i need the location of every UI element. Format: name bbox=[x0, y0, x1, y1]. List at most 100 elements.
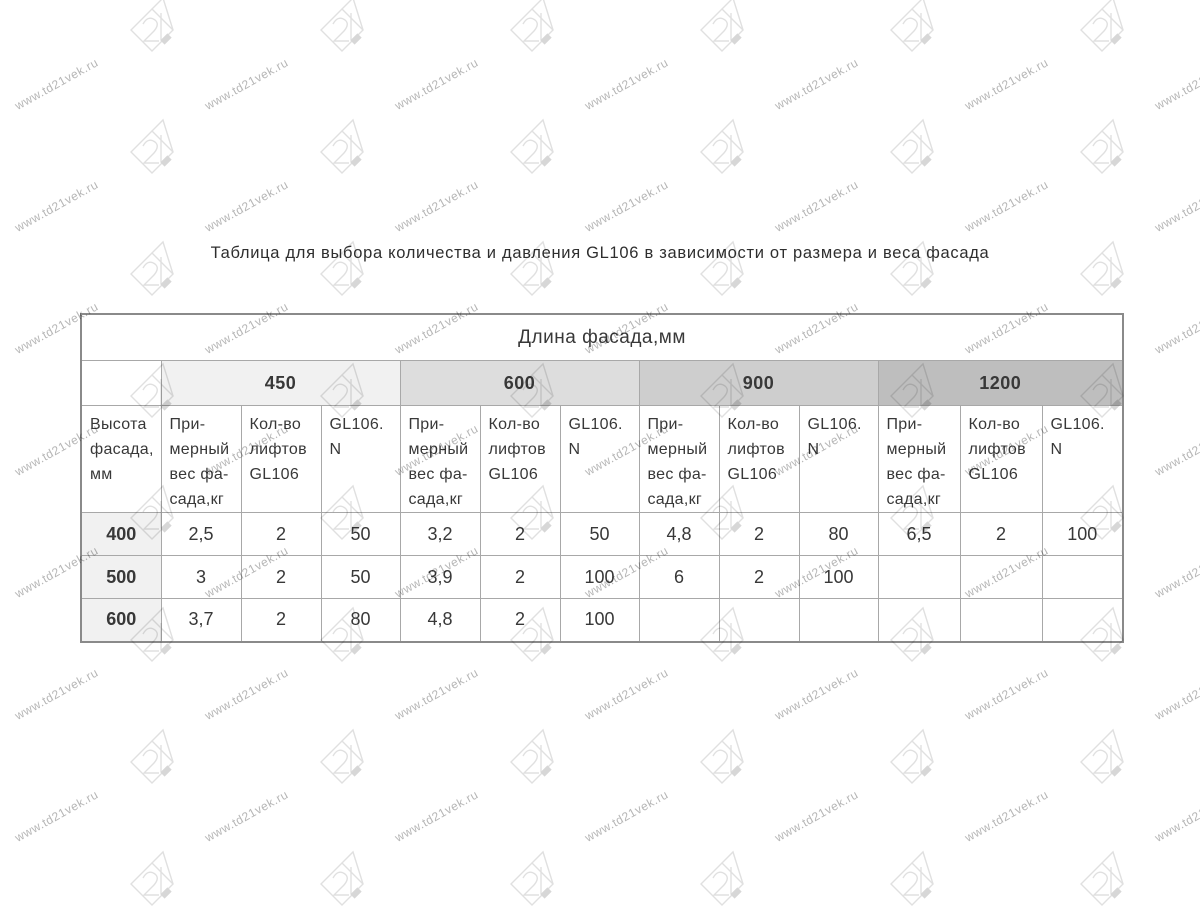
td21vek-logo-icon bbox=[510, 118, 554, 174]
watermark-logo bbox=[314, 850, 370, 923]
sub-header-n: GL106. N bbox=[1041, 405, 1124, 513]
sub-header-n: GL106. N bbox=[320, 405, 401, 513]
sub-header-n: GL106. N bbox=[798, 405, 879, 513]
td21vek-logo-icon bbox=[700, 118, 744, 174]
watermark-logo bbox=[504, 118, 560, 191]
data-cell bbox=[877, 598, 961, 642]
watermark-text: www.td21vek.ru bbox=[392, 55, 482, 113]
data-row-600: 600 3,7 2 80 4,8 2 100 bbox=[80, 598, 1124, 642]
data-cell: 2 bbox=[718, 555, 800, 599]
data-cell: 100 bbox=[559, 555, 640, 599]
td21vek-logo-icon bbox=[890, 118, 934, 174]
watermark-logo bbox=[884, 728, 940, 801]
data-cell bbox=[877, 555, 961, 599]
watermark-logo bbox=[1074, 728, 1130, 801]
data-cell bbox=[638, 598, 720, 642]
watermark-text: www.td21vek.ru bbox=[12, 665, 102, 723]
sub-header-qty: Кол-во лифтов GL106 bbox=[240, 405, 322, 513]
data-row-500: 500 3 2 50 3,9 2 100 6 2 100 bbox=[80, 555, 1124, 599]
watermark-text: www.td21vek.ru bbox=[772, 787, 862, 845]
corner-cell bbox=[80, 360, 162, 406]
watermark-text: www.td21vek.ru bbox=[772, 55, 862, 113]
watermark-text: www.td21vek.ru bbox=[202, 665, 292, 723]
watermark-logo bbox=[124, 118, 180, 191]
watermark-text: www.td21vek.ru bbox=[582, 787, 672, 845]
watermark-logo bbox=[314, 728, 370, 801]
watermark-text: www.td21vek.ru bbox=[772, 665, 862, 723]
watermark-text: www.td21vek.ru bbox=[202, 787, 292, 845]
data-cell: 2 bbox=[479, 555, 561, 599]
data-cell: 2 bbox=[240, 512, 322, 556]
watermark-text: www.td21vek.ru bbox=[1152, 299, 1200, 357]
watermark-logo bbox=[504, 0, 560, 69]
span-header-row: Длина фасада,мм bbox=[80, 313, 1124, 361]
data-cell: 50 bbox=[320, 512, 401, 556]
td21vek-logo-icon bbox=[510, 850, 554, 906]
watermark-text: www.td21vek.ru bbox=[202, 55, 292, 113]
watermark-text: www.td21vek.ru bbox=[1152, 543, 1200, 601]
data-cell: 6 bbox=[638, 555, 720, 599]
watermark-logo bbox=[1074, 850, 1130, 923]
data-cell bbox=[1041, 555, 1124, 599]
data-cell: 2 bbox=[959, 512, 1043, 556]
data-cell bbox=[959, 555, 1043, 599]
watermark-logo bbox=[124, 0, 180, 69]
data-cell: 3 bbox=[160, 555, 242, 599]
span-header-cell: Длина фасада,мм bbox=[80, 313, 1124, 361]
group-header-row: 450 600 900 1200 bbox=[80, 360, 1124, 406]
group-header-450: 450 bbox=[160, 360, 401, 406]
watermark-text: www.td21vek.ru bbox=[582, 55, 672, 113]
sub-header-row: Высота фасада, мм При- мерный вес фа- са… bbox=[80, 405, 1124, 513]
data-row-400: 400 2,5 2 50 3,2 2 50 4,8 2 80 6,5 2 100 bbox=[80, 512, 1124, 556]
td21vek-logo-icon bbox=[700, 728, 744, 784]
sub-header-weight: При- мерный вес фа- сада,кг bbox=[638, 405, 720, 513]
td21vek-logo-icon bbox=[1080, 850, 1124, 906]
sub-header-weight: При- мерный вес фа- сада,кг bbox=[160, 405, 242, 513]
td21vek-logo-icon bbox=[130, 0, 174, 52]
data-cell bbox=[718, 598, 800, 642]
td21vek-logo-icon bbox=[510, 0, 554, 52]
group-header-1200: 1200 bbox=[877, 360, 1124, 406]
watermark-logo bbox=[504, 850, 560, 923]
watermark-text: www.td21vek.ru bbox=[582, 177, 672, 235]
td21vek-logo-icon bbox=[130, 850, 174, 906]
watermark-text: www.td21vek.ru bbox=[962, 177, 1052, 235]
data-cell: 6,5 bbox=[877, 512, 961, 556]
sub-header-qty: Кол-во лифтов GL106 bbox=[479, 405, 561, 513]
data-cell: 2 bbox=[479, 598, 561, 642]
group-header-900: 900 bbox=[638, 360, 879, 406]
watermark-logo bbox=[124, 850, 180, 923]
data-cell: 4,8 bbox=[638, 512, 720, 556]
watermark-text: www.td21vek.ru bbox=[1152, 177, 1200, 235]
td21vek-logo-icon bbox=[130, 728, 174, 784]
data-cell bbox=[959, 598, 1043, 642]
watermark-text: www.td21vek.ru bbox=[1152, 55, 1200, 113]
watermark-logo bbox=[694, 850, 750, 923]
row-header-cell: 400 bbox=[80, 512, 162, 556]
sub-header-n: GL106. N bbox=[559, 405, 640, 513]
td21vek-logo-icon bbox=[510, 728, 554, 784]
page-title: Таблица для выбора количества и давления… bbox=[210, 244, 990, 262]
td21vek-logo-icon bbox=[700, 850, 744, 906]
watermark-logo bbox=[1074, 0, 1130, 69]
data-cell: 100 bbox=[1041, 512, 1124, 556]
data-cell: 2 bbox=[479, 512, 561, 556]
watermark-text: www.td21vek.ru bbox=[1152, 421, 1200, 479]
data-cell: 3,7 bbox=[160, 598, 242, 642]
watermark-logo bbox=[884, 850, 940, 923]
watermark-text: www.td21vek.ru bbox=[772, 177, 862, 235]
td21vek-logo-icon bbox=[320, 850, 364, 906]
watermark-text: www.td21vek.ru bbox=[582, 665, 672, 723]
td21vek-logo-icon bbox=[320, 728, 364, 784]
data-cell: 50 bbox=[320, 555, 401, 599]
td21vek-logo-icon bbox=[130, 118, 174, 174]
watermark-text: www.td21vek.ru bbox=[962, 665, 1052, 723]
row-header-cell: 600 bbox=[80, 598, 162, 642]
watermark-text: www.td21vek.ru bbox=[392, 665, 482, 723]
data-cell: 2 bbox=[240, 555, 322, 599]
watermark-logo bbox=[694, 118, 750, 191]
td21vek-logo-icon bbox=[890, 728, 934, 784]
gl106-selection-table: Длина фасада,мм 450 600 900 1200 Высота … bbox=[80, 313, 1125, 643]
watermark-text: www.td21vek.ru bbox=[392, 787, 482, 845]
row-axis-label-cell: Высота фасада, мм bbox=[80, 405, 162, 513]
